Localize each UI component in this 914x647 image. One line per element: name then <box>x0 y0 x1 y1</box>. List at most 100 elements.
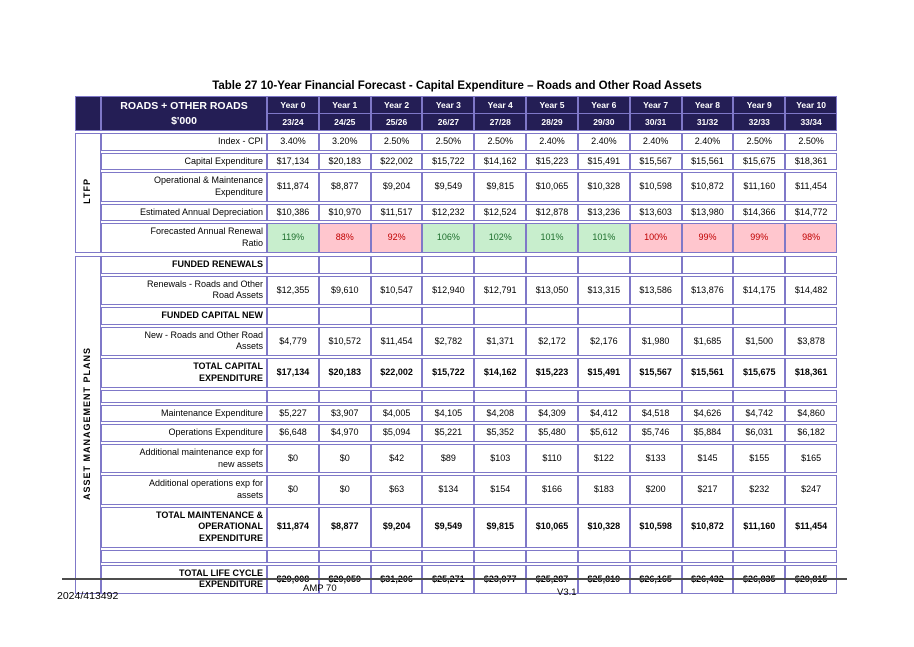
value-cell: $12,791 <box>474 275 527 306</box>
renewal-ratio-cell: 102% <box>474 223 527 253</box>
value-cell: $42 <box>370 443 423 474</box>
value-cell: $11,454 <box>370 326 423 357</box>
table-row: Estimated Annual Depreciation $10,386 $10,… <box>75 203 837 222</box>
value-cell: $3,878 <box>785 326 837 357</box>
value-cell: $6,182 <box>785 424 837 442</box>
value-cell: $5,221 <box>422 424 475 442</box>
value-cell: $9,815 <box>474 172 527 202</box>
value-cell: $200 <box>629 475 682 505</box>
value-cell: $11,160 <box>733 172 786 202</box>
value-cell: $12,232 <box>422 203 475 222</box>
value-cell: $2,782 <box>422 326 475 357</box>
value-cell: $17,134 <box>267 152 319 171</box>
financial-year-label: 33/34 <box>800 117 822 127</box>
value-cell <box>474 307 527 325</box>
value-cell: $8,877 <box>318 172 371 202</box>
asset-management-plans-group-label: ASSET MANAGEMENT PLANS <box>82 346 93 500</box>
table-row: Renewals - Roads and Other Road Assets $1… <box>75 275 837 306</box>
value-cell <box>370 307 423 325</box>
value-cell: $5,884 <box>681 424 734 442</box>
value-cell <box>318 549 371 563</box>
value-cell: $13,050 <box>526 275 578 306</box>
value-cell: $4,970 <box>318 424 371 442</box>
ltfp-forecast-table: ROADS + OTHER ROADS $'000 Year 0 23/24 Year… <box>75 94 837 255</box>
value-cell: $15,675 <box>733 152 786 171</box>
row-label: Operational & Maintenance Expenditure <box>101 172 268 202</box>
value-cell: $5,094 <box>370 424 423 442</box>
value-cell: 2.40% <box>681 133 734 151</box>
row-label: Estimated Annual Depreciation <box>101 203 268 222</box>
value-cell <box>370 389 423 403</box>
value-cell: $103 <box>474 443 527 474</box>
value-cell: $13,980 <box>681 203 734 222</box>
value-cell: $9,549 <box>422 172 475 202</box>
group-column-header <box>75 96 101 131</box>
year-column-header: Year 4 27/28 <box>474 96 527 131</box>
value-cell: $12,524 <box>474 203 527 222</box>
value-cell: $4,105 <box>422 404 475 423</box>
value-cell: $15,722 <box>422 152 475 171</box>
value-cell <box>526 549 578 563</box>
value-cell: $232 <box>733 475 786 505</box>
value-cell <box>785 256 837 274</box>
table-row <box>75 549 837 563</box>
year-label: Year 4 <box>475 97 526 114</box>
value-cell: $5,612 <box>577 424 630 442</box>
year-column-header: Year 6 29/30 <box>577 96 630 131</box>
value-cell: $0 <box>318 443 371 474</box>
value-cell: $15,223 <box>526 152 578 171</box>
value-cell: $133 <box>629 443 682 474</box>
value-cell <box>681 549 734 563</box>
value-cell: $13,876 <box>681 275 734 306</box>
value-cell: $6,648 <box>267 424 319 442</box>
value-cell: $11,454 <box>785 506 837 548</box>
value-cell <box>267 549 319 563</box>
value-cell: $15,561 <box>681 358 734 388</box>
value-cell <box>526 307 578 325</box>
value-cell <box>577 549 630 563</box>
value-cell: $10,065 <box>526 172 578 202</box>
value-cell: $9,549 <box>422 506 475 548</box>
value-cell: $5,480 <box>526 424 578 442</box>
value-cell <box>267 389 319 403</box>
value-cell <box>681 307 734 325</box>
table-row: Operations Expenditure $6,648 $4,970 $5,094… <box>75 424 837 442</box>
value-cell: $10,328 <box>577 506 630 548</box>
value-cell: $3,907 <box>318 404 371 423</box>
ltfp-table-header: ROADS + OTHER ROADS $'000 Year 0 23/24 Year… <box>75 96 837 131</box>
value-cell: $217 <box>681 475 734 505</box>
year-column-header: Year 1 24/25 <box>318 96 371 131</box>
value-cell <box>526 256 578 274</box>
value-cell: 3.20% <box>318 133 371 151</box>
value-cell: $20,183 <box>318 152 371 171</box>
value-cell: $4,860 <box>785 404 837 423</box>
value-cell: $10,547 <box>370 275 423 306</box>
ltfp-table-body: LTFP Index - CPI 3.40% 3.20% 2.50% 2.50% 2.50%… <box>75 133 837 253</box>
value-cell: $14,162 <box>474 358 527 388</box>
row-label: Index - CPI <box>101 133 268 151</box>
value-cell: $14,366 <box>733 203 786 222</box>
renewal-ratio-cell: 106% <box>422 223 475 253</box>
financial-year-label: 29/30 <box>593 117 615 127</box>
financial-year-label: 26/27 <box>437 117 460 127</box>
value-cell: $0 <box>267 443 319 474</box>
value-cell: $14,162 <box>474 152 527 171</box>
value-cell <box>629 256 682 274</box>
value-cell <box>422 256 475 274</box>
value-cell: $154 <box>474 475 527 505</box>
value-cell <box>577 389 630 403</box>
value-cell: $11,454 <box>785 172 837 202</box>
value-cell: 2.40% <box>526 133 578 151</box>
year-column-header: Year 0 23/24 <box>267 96 319 131</box>
table-row: Operational & Maintenance Expenditure $11… <box>75 172 837 202</box>
value-cell <box>318 256 371 274</box>
year-column-header: Year 2 25/26 <box>370 96 423 131</box>
value-cell: $5,227 <box>267 404 319 423</box>
value-cell: $17,134 <box>267 358 319 388</box>
table-caption: Table 27 10-Year Financial Forecast - Ca… <box>212 80 702 92</box>
value-cell: $1,371 <box>474 326 527 357</box>
value-cell: $12,355 <box>267 275 319 306</box>
value-cell: $183 <box>577 475 630 505</box>
renewal-ratio-cell: 119% <box>267 223 319 253</box>
value-cell: $13,603 <box>629 203 682 222</box>
